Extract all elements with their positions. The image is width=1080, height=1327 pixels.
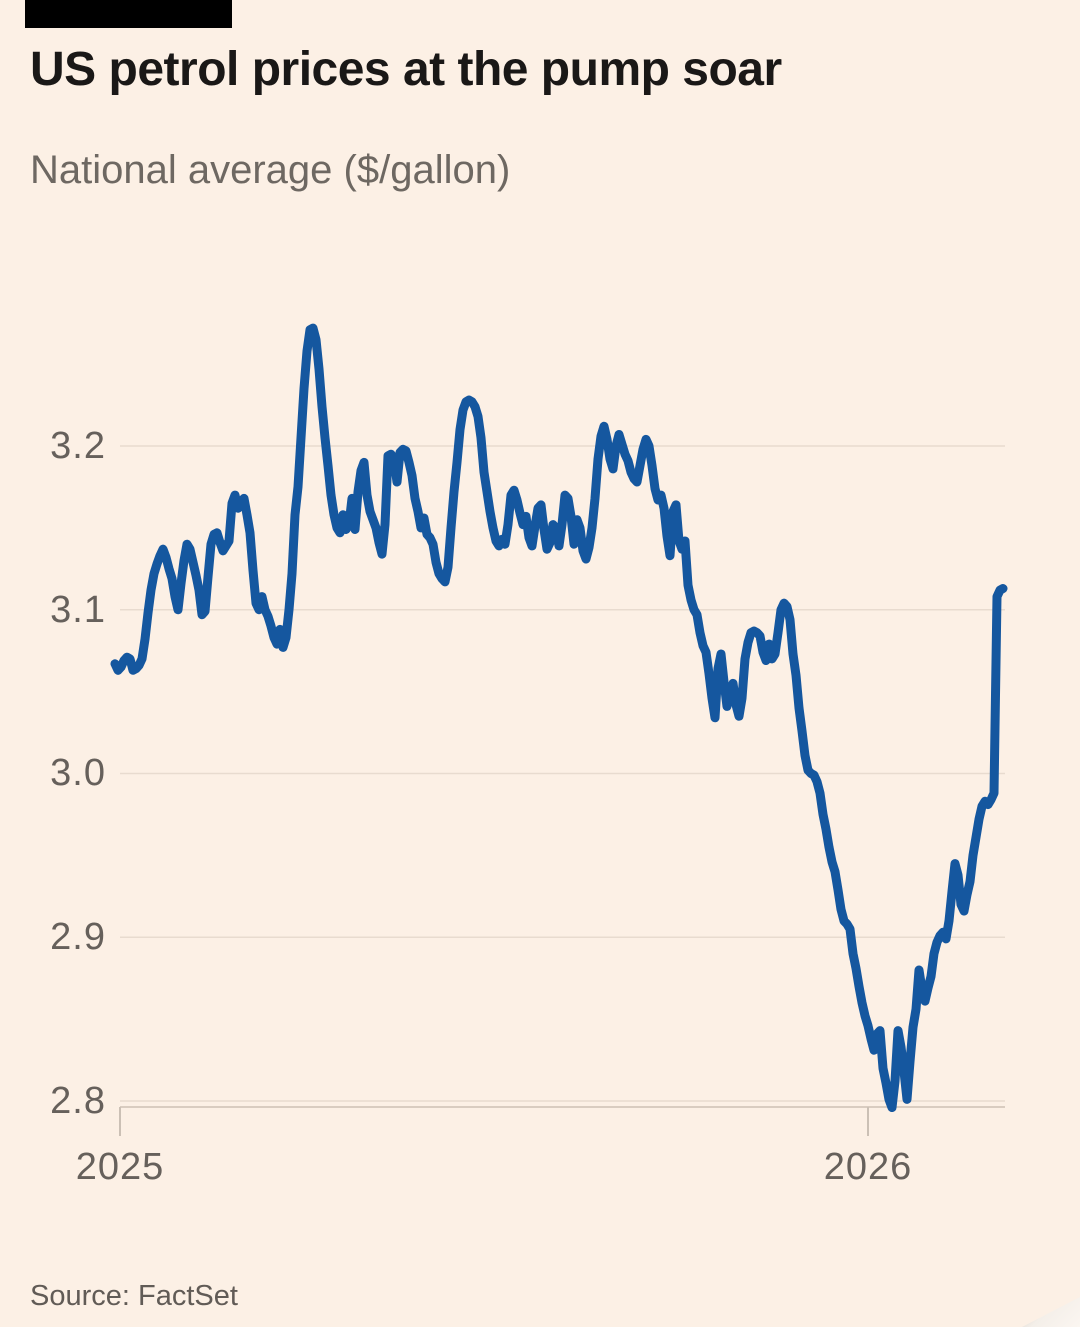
chart-subtitle: National average ($/gallon) bbox=[30, 148, 511, 192]
y-axis-label-2-8: 2.8 bbox=[50, 1080, 106, 1122]
y-axis-label-2-9: 2.9 bbox=[50, 916, 106, 958]
y-axis-label-3-0: 3.0 bbox=[50, 752, 106, 794]
y-axis-label-3-2: 3.2 bbox=[50, 425, 106, 467]
brand-bar bbox=[25, 0, 232, 28]
chart-title: US petrol prices at the pump soar bbox=[30, 43, 782, 96]
y-axis-label-3-1: 3.1 bbox=[50, 589, 106, 631]
x-axis-label-2026: 2026 bbox=[823, 1146, 913, 1188]
source-note: Source: FactSet bbox=[30, 1280, 238, 1312]
petrol-price-line bbox=[110, 323, 1008, 1112]
x-axis-label-2025: 2025 bbox=[75, 1146, 165, 1188]
